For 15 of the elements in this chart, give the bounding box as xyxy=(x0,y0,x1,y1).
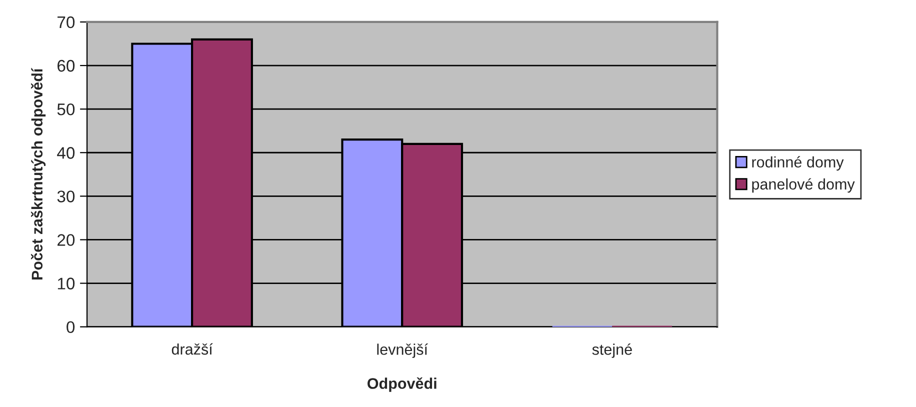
x-tick-label: stejné xyxy=(592,343,632,358)
y-tick-label: 50 xyxy=(57,103,75,116)
y-tick-label: 20 xyxy=(58,234,75,246)
y-tick-label: 70 xyxy=(58,16,75,28)
legend-label: panelové domy xyxy=(752,178,855,193)
y-tick-label: 0 xyxy=(66,321,75,334)
y-tick-label: 40 xyxy=(57,147,75,159)
y-tick-label: 30 xyxy=(57,190,75,202)
x-tick-label: dražší xyxy=(172,343,213,355)
y-tick-label: 60 xyxy=(58,60,75,72)
y-axis-title: Počet zaškrtnutých odpovědí xyxy=(30,68,46,280)
x-axis-title: Odpovědi xyxy=(368,377,436,392)
x-tick-label: levnější xyxy=(377,343,428,358)
legend-label: rodinné domy xyxy=(752,156,844,171)
y-tick-label: 10 xyxy=(58,278,75,290)
